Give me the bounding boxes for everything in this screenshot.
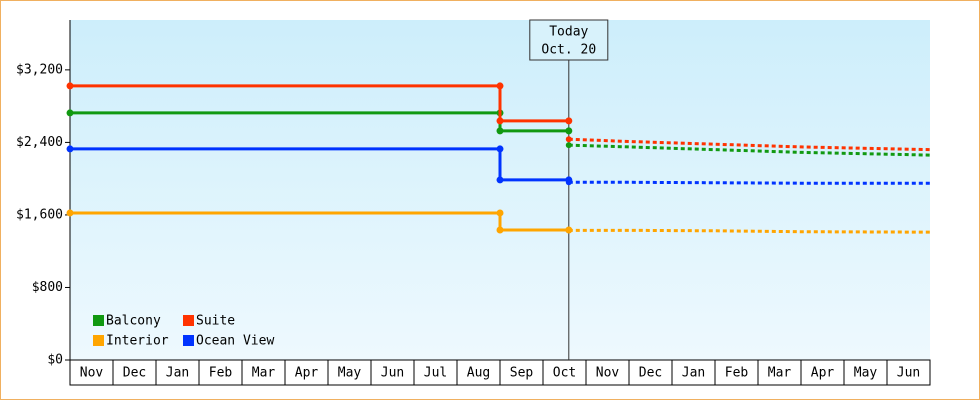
legend-label: Balcony bbox=[106, 314, 161, 329]
forecast-line bbox=[568, 137, 931, 152]
x-tick-label: Jun bbox=[381, 366, 404, 381]
point bbox=[565, 227, 572, 234]
y-tick-label: $800 bbox=[32, 280, 63, 295]
legend-swatch bbox=[183, 315, 194, 326]
point bbox=[496, 145, 504, 153]
point bbox=[565, 136, 572, 143]
point bbox=[565, 117, 573, 125]
y-tick-label: $2,400 bbox=[16, 135, 63, 150]
x-tick-label: Jan bbox=[166, 366, 189, 381]
point bbox=[496, 117, 504, 125]
legend-label: Suite bbox=[196, 314, 235, 329]
x-tick-label: Mar bbox=[252, 366, 276, 381]
series-line bbox=[70, 147, 569, 182]
point bbox=[66, 82, 74, 90]
x-tick-label: Jun bbox=[897, 366, 920, 381]
legend-swatch bbox=[93, 315, 104, 326]
x-tick-label: Dec bbox=[639, 366, 662, 381]
point bbox=[496, 226, 504, 234]
legend-swatch bbox=[183, 335, 194, 346]
y-tick-label: $1,600 bbox=[16, 207, 63, 222]
legend-label: Interior bbox=[106, 334, 169, 349]
point bbox=[66, 109, 74, 117]
x-tick-label: Feb bbox=[725, 366, 749, 381]
x-tick-label: Apr bbox=[811, 366, 835, 381]
point bbox=[565, 127, 573, 135]
point bbox=[565, 179, 572, 186]
point bbox=[496, 127, 504, 135]
x-tick-label: Dec bbox=[123, 366, 146, 381]
plot-area bbox=[70, 20, 930, 360]
y-tick-label: $3,200 bbox=[16, 62, 63, 77]
today-box bbox=[529, 19, 609, 61]
x-tick-label: Jul bbox=[424, 366, 447, 381]
x-tick-label: Nov bbox=[80, 366, 104, 381]
point bbox=[496, 176, 504, 184]
today-label: Today bbox=[549, 25, 588, 40]
point bbox=[496, 82, 504, 90]
forecast-line bbox=[568, 228, 931, 234]
point bbox=[565, 142, 572, 149]
x-tick-label: Nov bbox=[596, 366, 620, 381]
x-tick-label: Oct bbox=[553, 366, 576, 381]
point bbox=[496, 209, 504, 217]
forecast-line bbox=[568, 180, 930, 185]
y-tick-label: $0 bbox=[47, 353, 63, 368]
series-line bbox=[70, 84, 569, 123]
x-tick-label: May bbox=[854, 366, 878, 381]
legend-swatch bbox=[93, 335, 104, 346]
point bbox=[66, 209, 74, 217]
legend-label: Ocean View bbox=[196, 334, 274, 349]
today-label: Oct. 20 bbox=[541, 43, 596, 58]
x-tick-label: Aug bbox=[467, 366, 490, 381]
x-tick-label: Jan bbox=[682, 366, 705, 381]
x-tick-label: Sep bbox=[510, 366, 534, 381]
series-line bbox=[70, 211, 569, 232]
x-tick-label: Mar bbox=[768, 366, 792, 381]
x-tick-label: Feb bbox=[209, 366, 233, 381]
point bbox=[66, 145, 74, 153]
forecast-line bbox=[568, 143, 931, 157]
x-tick-label: May bbox=[338, 366, 362, 381]
x-tick-label: Apr bbox=[295, 366, 319, 381]
